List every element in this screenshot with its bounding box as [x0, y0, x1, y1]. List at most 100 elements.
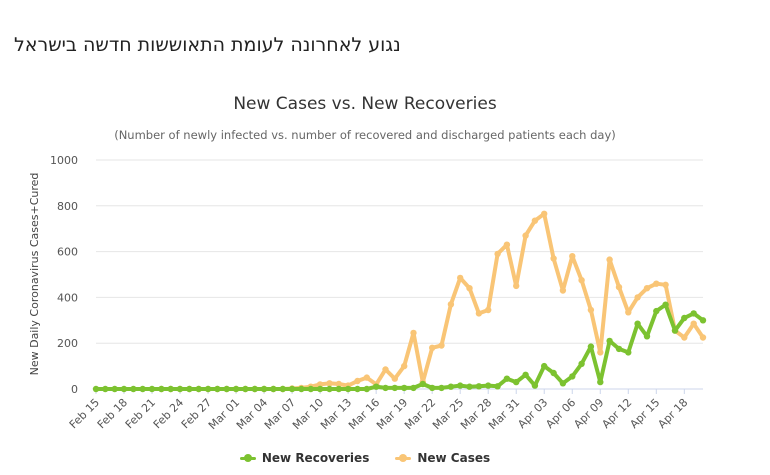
data-point-recoveries[interactable]: [391, 384, 398, 392]
data-point-cases[interactable]: [681, 334, 688, 341]
data-point-recoveries[interactable]: [298, 385, 305, 393]
data-point-recoveries[interactable]: [139, 385, 146, 393]
data-point-cases[interactable]: [391, 375, 398, 382]
data-point-cases[interactable]: [494, 250, 501, 258]
data-point-cases[interactable]: [569, 253, 576, 260]
data-point-recoveries[interactable]: [662, 301, 669, 308]
data-point-cases[interactable]: [531, 217, 539, 224]
data-point-cases[interactable]: [335, 380, 342, 388]
data-point-cases[interactable]: [513, 282, 520, 290]
data-point-cases[interactable]: [485, 306, 492, 314]
data-point-recoveries[interactable]: [279, 385, 286, 393]
data-point-cases[interactable]: [447, 301, 455, 308]
data-point-recoveries[interactable]: [681, 314, 688, 322]
data-point-cases[interactable]: [401, 362, 408, 370]
data-point-recoveries[interactable]: [326, 385, 333, 393]
data-point-recoveries[interactable]: [158, 385, 165, 393]
data-point-cases[interactable]: [587, 306, 595, 314]
data-point-recoveries[interactable]: [167, 385, 174, 393]
data-point-recoveries[interactable]: [587, 343, 595, 350]
data-point-recoveries[interactable]: [120, 385, 128, 393]
data-point-cases[interactable]: [429, 344, 436, 351]
data-point-cases[interactable]: [559, 287, 567, 294]
data-point-recoveries[interactable]: [382, 384, 389, 392]
data-point-cases[interactable]: [634, 294, 641, 301]
data-point-cases[interactable]: [550, 255, 557, 262]
data-point-recoveries[interactable]: [260, 385, 268, 393]
data-point-recoveries[interactable]: [251, 385, 258, 393]
data-point-recoveries[interactable]: [466, 383, 473, 390]
data-point-recoveries[interactable]: [307, 385, 314, 393]
data-point-recoveries[interactable]: [615, 345, 623, 353]
data-point-recoveries[interactable]: [204, 385, 212, 393]
data-point-recoveries[interactable]: [671, 327, 679, 334]
data-point-recoveries[interactable]: [410, 384, 417, 392]
legend-item-recoveries[interactable]: New Recoveries: [239, 451, 369, 465]
data-point-recoveries[interactable]: [316, 385, 324, 393]
data-point-recoveries[interactable]: [643, 333, 651, 340]
data-point-recoveries[interactable]: [513, 378, 520, 386]
data-point-recoveries[interactable]: [363, 385, 370, 393]
data-point-cases[interactable]: [316, 381, 324, 388]
data-point-recoveries[interactable]: [186, 385, 193, 393]
data-point-recoveries[interactable]: [541, 362, 548, 370]
data-point-recoveries[interactable]: [699, 317, 707, 324]
data-point-recoveries[interactable]: [690, 310, 697, 317]
data-point-recoveries[interactable]: [401, 384, 408, 392]
data-point-recoveries[interactable]: [606, 337, 613, 345]
data-point-cases[interactable]: [475, 310, 483, 317]
data-point-recoveries[interactable]: [447, 383, 455, 390]
data-point-recoveries[interactable]: [494, 383, 501, 390]
data-point-recoveries[interactable]: [634, 320, 641, 327]
data-point-cases[interactable]: [354, 377, 361, 385]
data-point-recoveries[interactable]: [457, 382, 464, 389]
data-point-cases[interactable]: [503, 241, 511, 248]
data-point-recoveries[interactable]: [214, 385, 221, 393]
data-point-cases[interactable]: [522, 232, 529, 239]
data-point-recoveries[interactable]: [232, 385, 240, 393]
data-point-recoveries[interactable]: [559, 380, 567, 387]
data-point-recoveries[interactable]: [550, 369, 557, 377]
data-point-recoveries[interactable]: [475, 383, 483, 390]
data-point-recoveries[interactable]: [92, 385, 100, 393]
data-point-cases[interactable]: [662, 281, 669, 288]
data-point-recoveries[interactable]: [531, 382, 539, 389]
data-point-cases[interactable]: [382, 366, 389, 373]
data-point-cases[interactable]: [578, 277, 585, 284]
data-point-cases[interactable]: [690, 320, 697, 327]
data-point-recoveries[interactable]: [223, 385, 230, 393]
legend-item-cases[interactable]: New Cases: [395, 451, 490, 465]
data-point-cases[interactable]: [410, 329, 417, 337]
data-point-cases[interactable]: [625, 309, 632, 316]
data-point-recoveries[interactable]: [438, 384, 445, 392]
data-point-recoveries[interactable]: [522, 371, 529, 378]
data-point-recoveries[interactable]: [485, 382, 492, 389]
data-point-recoveries[interactable]: [335, 385, 342, 393]
data-point-recoveries[interactable]: [429, 384, 436, 392]
data-point-cases[interactable]: [326, 380, 333, 387]
data-point-recoveries[interactable]: [578, 360, 585, 367]
data-point-recoveries[interactable]: [569, 373, 576, 380]
data-point-recoveries[interactable]: [130, 385, 137, 393]
data-point-recoveries[interactable]: [597, 378, 604, 386]
data-point-recoveries[interactable]: [111, 385, 118, 393]
data-point-recoveries[interactable]: [102, 385, 109, 393]
data-point-recoveries[interactable]: [354, 385, 361, 393]
data-point-recoveries[interactable]: [195, 385, 202, 393]
data-point-recoveries[interactable]: [176, 385, 184, 393]
data-point-recoveries[interactable]: [270, 385, 277, 393]
data-point-recoveries[interactable]: [373, 383, 380, 390]
data-point-recoveries[interactable]: [419, 380, 426, 388]
data-point-recoveries[interactable]: [653, 307, 660, 315]
data-point-recoveries[interactable]: [625, 349, 632, 356]
data-point-recoveries[interactable]: [503, 375, 511, 382]
data-point-cases[interactable]: [457, 274, 464, 282]
data-point-cases[interactable]: [597, 349, 604, 356]
data-point-recoveries[interactable]: [288, 385, 296, 393]
data-point-cases[interactable]: [699, 334, 707, 341]
data-point-cases[interactable]: [643, 285, 651, 292]
data-point-cases[interactable]: [615, 283, 623, 291]
data-point-cases[interactable]: [363, 374, 370, 381]
data-point-cases[interactable]: [466, 285, 473, 292]
data-point-cases[interactable]: [541, 210, 548, 217]
